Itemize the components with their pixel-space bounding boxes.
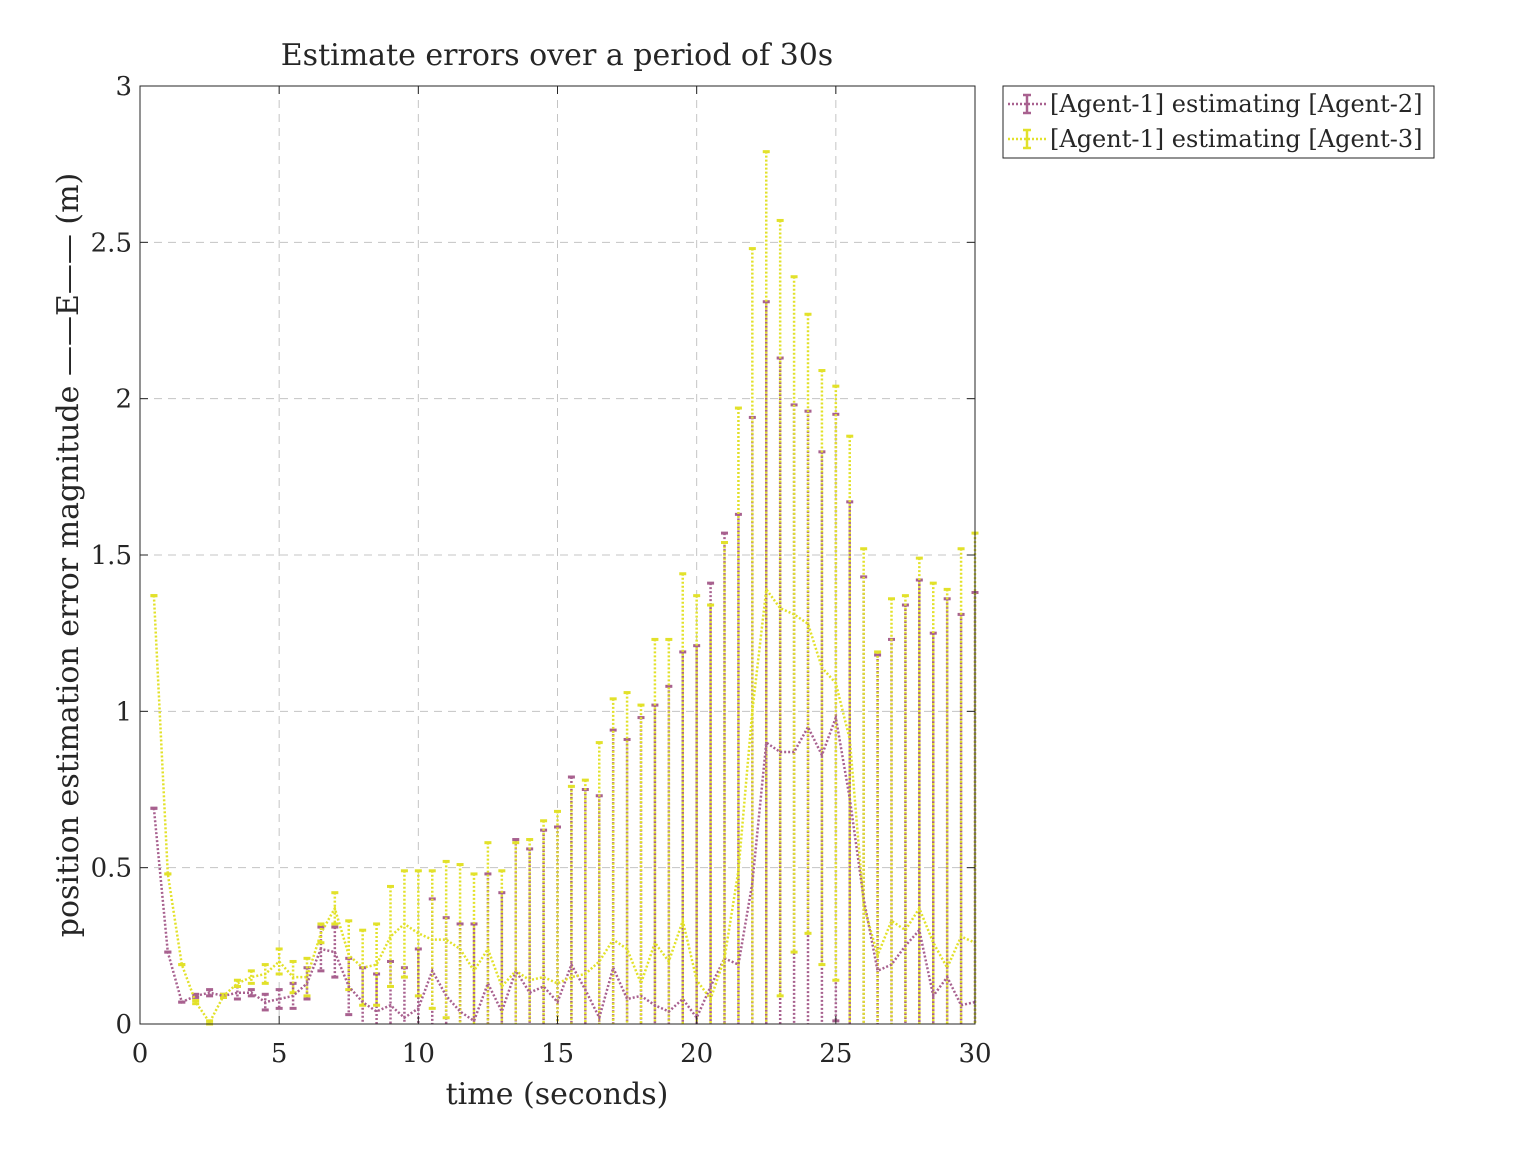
x-tick-label: 30: [958, 1039, 991, 1069]
y-tick-label: 0: [115, 1010, 132, 1040]
chart-title: Estimate errors over a period of 30s: [281, 38, 833, 73]
series-2-errorbars: [150, 150, 979, 1026]
y-tick-label: 2: [115, 385, 132, 415]
y-tick-label: 3: [115, 72, 132, 102]
y-tick-label: 1: [115, 697, 132, 727]
x-tick-label: 0: [132, 1039, 149, 1069]
y-axis-label: position estimation error magnitude ——E—…: [51, 173, 86, 938]
series-1-line: [152, 712, 976, 1023]
error-bars: [150, 150, 979, 1026]
x-tick-label: 25: [819, 1039, 852, 1069]
series-2-line: [152, 586, 976, 1025]
legend: [Agent-1] estimating [Agent-2] [Agent-1]…: [1002, 85, 1435, 159]
legend-label-agent-2: [Agent-1] estimating [Agent-2]: [1050, 90, 1423, 118]
x-axis-label: time (seconds): [446, 1077, 669, 1112]
series-lines: [152, 586, 976, 1025]
y-tick-label: 2.5: [91, 228, 132, 258]
x-tick-label: 20: [680, 1039, 713, 1069]
legend-symbol-agent-2: [1008, 93, 1046, 115]
x-tick-label: 10: [402, 1039, 435, 1069]
axis-ticks: 0 5 10 15 20 25 30 0 0.5 1 1.5 2 2.5 3: [91, 72, 992, 1069]
legend-box: [1002, 85, 1435, 159]
legend-label-agent-3: [Agent-1] estimating [Agent-3]: [1050, 125, 1423, 153]
x-tick-label: 15: [541, 1039, 574, 1069]
y-tick-label: 1.5: [91, 541, 132, 571]
legend-symbol-agent-3: [1008, 128, 1046, 150]
y-tick-label: 0.5: [91, 854, 132, 884]
x-tick-label: 5: [271, 1039, 288, 1069]
